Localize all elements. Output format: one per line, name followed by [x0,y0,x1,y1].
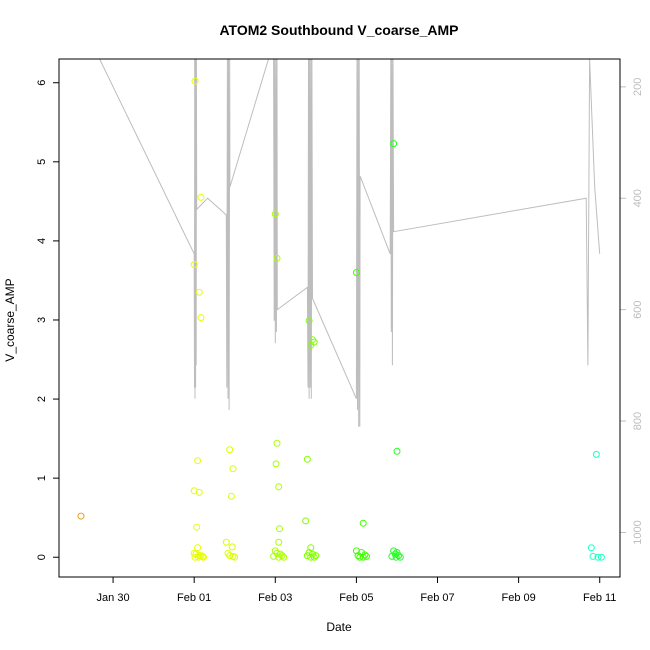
data-point-47 [302,517,310,525]
data-point-8 [195,488,203,496]
data-point-32 [275,483,283,491]
data-point-6 [194,457,202,465]
data-point-30 [273,439,281,447]
data-point-70 [388,552,396,560]
y2-tick-label-3: 800 [632,412,644,430]
data-point-74 [587,544,595,552]
x-tick-label-5: Feb 09 [501,592,535,604]
data-point-71 [396,553,404,561]
y2-tick-label-4: 1000 [632,520,644,544]
data-point-75 [589,552,597,560]
data-point-34 [275,538,283,546]
y-tick-label-6: 6 [36,80,48,86]
data-point-41 [280,553,288,561]
data-point-40 [275,553,283,561]
x-tick-label-1: Feb 01 [177,592,211,604]
data-point-72 [392,553,400,561]
plot-frame [58,58,621,578]
y2-tick-label-1: 400 [632,189,644,207]
y-tick-label-5: 5 [36,159,48,165]
data-point-16 [191,553,199,561]
x-tick-label-6: Feb 11 [583,592,616,604]
data-point-27 [231,553,239,561]
data-point-0 [77,512,85,520]
data-point-25 [226,552,234,560]
y-axis-label: V_coarse_AMP [3,278,17,361]
data-point-77 [597,553,605,561]
data-point-9 [193,523,201,531]
data-point-31 [272,460,280,468]
data-point-3 [190,261,198,269]
x-tick-label-0: Jan 30 [97,592,130,604]
data-point-64 [390,140,398,148]
data-point-54 [310,553,318,561]
x-axis-label: Date [326,620,352,634]
data-point-51 [303,552,311,560]
data-point-42 [305,317,313,325]
axes-layer: Jan 30 Feb 01 Feb 03 Feb 05 Feb 07 Feb 09 Feb … [36,78,644,604]
data-point-63 [359,553,367,561]
data-point-20 [229,465,237,473]
data-point-15 [199,552,207,560]
data-point-73 [592,450,600,458]
data-point-22 [222,538,230,546]
data-point-4 [195,288,203,296]
y2-tick-label-2: 600 [632,300,644,318]
data-point-48 [307,544,315,552]
depth-trace-layer [99,58,601,427]
y-tick-label-0: 0 [36,554,48,560]
data-point-38 [278,552,286,560]
data-point-39 [270,552,278,560]
y-tick-label-3: 3 [36,317,48,323]
x-tick-label-3: Feb 05 [339,592,373,604]
data-point-1 [191,77,199,85]
x-tick-label-4: Feb 07 [420,592,454,604]
data-point-29 [273,254,281,262]
data-point-76 [594,553,602,561]
data-point-19 [226,446,234,454]
data-point-45 [310,338,318,346]
x-tick-label-2: Feb 03 [258,592,292,604]
data-point-33 [276,525,283,533]
y2-tick-label-0: 200 [632,78,644,96]
chart-title: ATOM2 Southbound V_coarse_AMP [219,22,458,38]
y-tick-label-1: 1 [36,475,48,481]
data-point-2 [197,193,205,201]
data-point-23 [228,543,236,551]
data-point-52 [312,552,320,560]
y-tick-label-2: 2 [36,396,48,402]
y-tick-label-4: 4 [36,238,48,244]
data-point-46 [303,455,311,463]
data-point-61 [363,552,370,560]
data-point-10 [194,544,202,552]
data-point-17 [194,553,202,561]
points-layer [77,77,605,561]
data-point-62 [356,553,364,561]
data-point-18 [200,553,207,561]
data-point-21 [227,492,235,500]
data-point-28 [271,210,279,218]
data-point-56 [359,519,367,527]
data-point-65 [393,447,401,455]
data-point-55 [352,269,360,276]
depth-trace-line [99,58,601,427]
data-point-53 [307,553,315,561]
data-point-5 [197,314,205,322]
